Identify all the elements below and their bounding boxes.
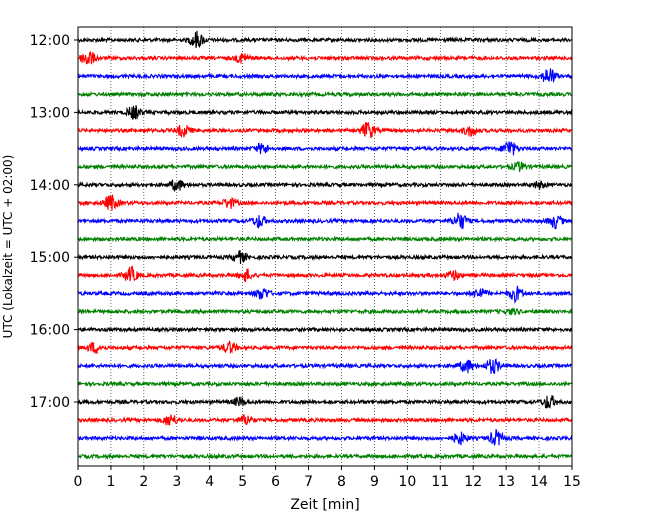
x-tick-label-13: 13 — [497, 474, 515, 490]
x-tick-label-7: 7 — [304, 474, 313, 490]
trace-1230 — [77, 68, 573, 84]
trace-1300 — [77, 105, 573, 120]
trace-1500 — [77, 249, 573, 264]
trace-1715 — [77, 414, 573, 426]
plot-frame — [77, 26, 573, 467]
x-tick-label-12: 12 — [464, 474, 482, 490]
x-tick-label-11: 11 — [431, 474, 449, 490]
trace-1245 — [77, 90, 573, 99]
trace-1430 — [77, 212, 573, 230]
trace-1700 — [77, 395, 573, 409]
x-tick-label-1: 1 — [106, 474, 115, 490]
y-axis-label: UTC (Lokalzeit = UTC + 02:00) — [1, 155, 15, 339]
trace-1600 — [77, 325, 573, 334]
y-tick-label-1700: 17:00 — [30, 395, 70, 411]
x-axis-label: Zeit [min] — [290, 497, 359, 513]
trace-1615 — [77, 340, 573, 355]
trace-1745 — [77, 452, 573, 461]
y-axis: 12:00 13:00 14:00 15:00 16:00 17:00 — [30, 33, 78, 411]
trace-1400 — [77, 179, 573, 192]
trace-group — [77, 30, 573, 461]
x-tick-label-0: 0 — [74, 474, 83, 490]
trace-1330 — [77, 141, 573, 156]
trace-1200 — [77, 30, 573, 48]
x-tick-label-8: 8 — [337, 474, 346, 490]
y-tick-label-1300: 13:00 — [30, 105, 70, 121]
trace-1545 — [77, 307, 573, 316]
y-tick-label-1200: 12:00 — [30, 33, 70, 49]
x-tick-label-5: 5 — [238, 474, 247, 490]
trace-1415 — [77, 194, 573, 211]
trace-1645 — [77, 380, 573, 388]
x-tick-label-6: 6 — [271, 474, 280, 490]
trace-1215 — [77, 51, 573, 65]
trace-1630 — [77, 357, 573, 374]
x-tick-label-15: 15 — [563, 474, 581, 490]
x-tick-label-2: 2 — [139, 474, 148, 490]
trace-1315 — [77, 121, 573, 139]
grid-lines — [110, 27, 540, 466]
trace-1445 — [77, 235, 573, 243]
x-tick-label-4: 4 — [205, 474, 214, 490]
trace-1530 — [77, 285, 573, 305]
trace-1345 — [77, 161, 573, 172]
x-tick-label-14: 14 — [530, 474, 548, 490]
x-tick-label-3: 3 — [172, 474, 181, 490]
trace-1730 — [77, 428, 573, 446]
y-tick-label-1500: 15:00 — [30, 250, 70, 266]
x-tick-label-10: 10 — [398, 474, 416, 490]
x-tick-label-9: 9 — [370, 474, 379, 490]
y-tick-label-1400: 14:00 — [30, 178, 70, 194]
trace-1515 — [77, 265, 573, 282]
y-tick-label-1600: 16:00 — [30, 323, 70, 339]
x-axis: 0 1 2 3 4 5 6 7 8 9 10 11 12 13 14 15 — [74, 466, 581, 490]
